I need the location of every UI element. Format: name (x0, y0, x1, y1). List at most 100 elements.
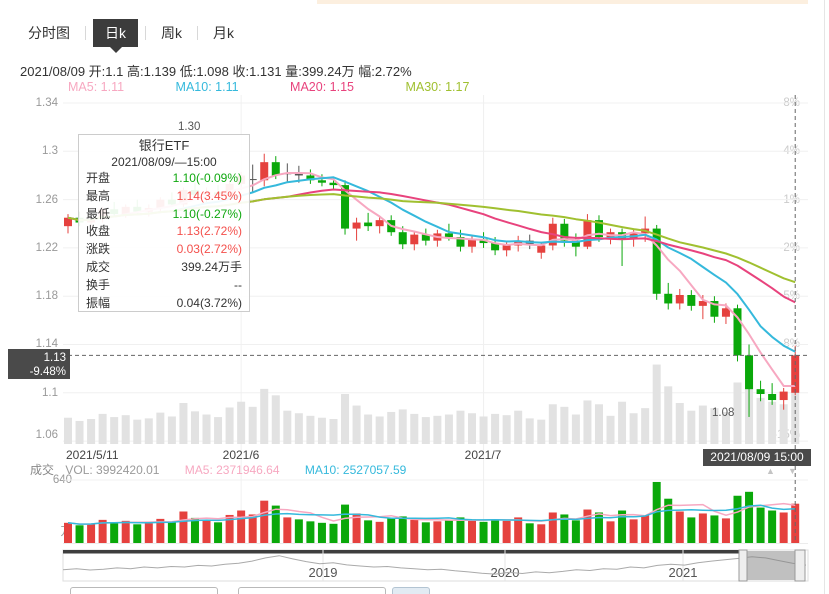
volume-bar[interactable] (444, 520, 453, 543)
candle-body-07/14[interactable] (583, 220, 592, 247)
candle-body-07/02[interactable] (491, 243, 500, 251)
volume-bar[interactable] (341, 504, 350, 543)
tab-daily-k[interactable]: 日k (93, 19, 138, 53)
volume-bar[interactable] (421, 522, 430, 543)
candle-body-07/12[interactable] (560, 223, 569, 241)
volume-bar[interactable] (121, 520, 130, 543)
volume-bar[interactable] (410, 519, 419, 543)
volume-bar[interactable] (560, 514, 569, 543)
volume-bar[interactable] (214, 522, 223, 543)
candle-body-06/29[interactable] (456, 237, 465, 247)
tab-minute-chart[interactable]: 分时图 (28, 25, 70, 41)
date-range-apply-button[interactable] (392, 587, 430, 594)
candle-body-06/18[interactable] (375, 220, 384, 227)
date-range-end-input[interactable] (238, 587, 386, 594)
candle-body-06/28[interactable] (444, 233, 453, 238)
volume-bar[interactable] (733, 495, 742, 543)
candle-body-06/30[interactable] (468, 239, 477, 247)
volume-bar[interactable] (283, 517, 292, 543)
volume-bar[interactable] (548, 512, 557, 543)
volume-bar[interactable] (756, 507, 765, 543)
volume-bar[interactable] (721, 518, 730, 543)
candle-body-07/27[interactable] (687, 294, 696, 306)
candle-body-06/11[interactable] (329, 182, 338, 186)
volume-bar[interactable] (237, 510, 246, 543)
candle-body-08/05[interactable] (768, 394, 777, 401)
volume-bar[interactable] (641, 515, 650, 543)
candle-body-06/22[interactable] (398, 232, 407, 245)
volume-bar[interactable] (675, 511, 684, 544)
scroll-up-triangle-icon[interactable]: ▲ (766, 466, 775, 476)
volume-bar[interactable] (144, 523, 153, 543)
volume-bar[interactable] (317, 522, 326, 543)
candle-body-07/15[interactable] (594, 220, 603, 238)
tab-monthly-k[interactable]: 月k (213, 25, 234, 41)
volume-bar[interactable] (179, 511, 188, 544)
date-range-start-input[interactable] (70, 587, 218, 594)
volume-bar[interactable] (387, 518, 396, 543)
candle-body-06/08[interactable] (294, 173, 303, 176)
candle-body-07/29[interactable] (710, 301, 719, 317)
volume-bar[interactable] (606, 521, 615, 543)
volume-bar[interactable] (167, 521, 176, 543)
candle-body-06/09[interactable] (306, 175, 315, 181)
candle-body-06/10[interactable] (317, 180, 326, 183)
volume-bar[interactable] (375, 521, 384, 543)
volume-bar[interactable] (687, 517, 696, 543)
volume-bar[interactable] (398, 516, 407, 543)
volume-bar[interactable] (664, 498, 673, 543)
volume-bar[interactable] (514, 517, 523, 543)
volume-bar[interactable] (329, 523, 338, 543)
candle-body-08/02[interactable] (733, 308, 742, 356)
volume-bar[interactable] (98, 519, 107, 543)
volume-bar[interactable] (594, 512, 603, 543)
volume-bar[interactable] (225, 514, 234, 543)
volume-bar[interactable] (468, 519, 477, 543)
candle-body-08/04[interactable] (756, 389, 765, 395)
volume-bar[interactable] (190, 517, 199, 543)
volume-bar[interactable] (479, 521, 488, 543)
candle-body-06/16[interactable] (352, 222, 361, 229)
candle-body-07/26[interactable] (675, 294, 684, 304)
navigator-brush-handle-left[interactable] (738, 549, 748, 582)
tab-weekly-k[interactable]: 周k (161, 25, 182, 41)
candle-body-07/08[interactable] (537, 245, 546, 253)
candle-body-07/23[interactable] (664, 293, 673, 304)
candle-body-07/22[interactable] (652, 228, 661, 294)
volume-bar[interactable] (306, 521, 315, 543)
volume-bar[interactable] (537, 524, 546, 543)
candle-body-06/24[interactable] (421, 234, 430, 241)
volume-bar[interactable] (75, 525, 84, 543)
volume-bar[interactable] (456, 517, 465, 543)
volume-bar[interactable] (698, 513, 707, 543)
volume-bar[interactable] (571, 520, 580, 543)
navigator-brush-handle-right[interactable] (794, 549, 806, 582)
volume-bar[interactable] (710, 515, 719, 543)
candle-body-06/23[interactable] (410, 234, 419, 245)
volume-bar[interactable] (433, 521, 442, 543)
volume-bar[interactable] (491, 519, 500, 543)
candle-body-06/02[interactable] (248, 179, 257, 181)
candle-body-07/13[interactable] (571, 240, 580, 247)
candle-body-08/06[interactable] (779, 391, 788, 401)
volume-bar[interactable] (779, 512, 788, 543)
volume-bar[interactable] (294, 519, 303, 543)
candle-body-07/01[interactable] (479, 239, 488, 244)
candle-body-06/03[interactable] (260, 162, 269, 181)
candle-body-07/28[interactable] (698, 301, 707, 306)
volume-bar[interactable] (768, 510, 777, 543)
volume-bar[interactable] (110, 522, 119, 543)
volume-bar[interactable] (271, 505, 280, 543)
volume-bar[interactable] (583, 509, 592, 543)
volume-bar[interactable] (87, 523, 96, 543)
candle-body-08/03[interactable] (745, 355, 754, 390)
volume-bar[interactable] (133, 524, 142, 543)
candle-body-06/17[interactable] (364, 222, 373, 227)
candle-body-05/11[interactable] (64, 217, 72, 227)
volume-bar[interactable] (352, 513, 361, 543)
volume-bar[interactable] (64, 522, 72, 543)
volume-bar[interactable] (502, 520, 511, 543)
candle-body-08/09[interactable] (791, 355, 800, 393)
volume-bar[interactable] (260, 500, 269, 543)
